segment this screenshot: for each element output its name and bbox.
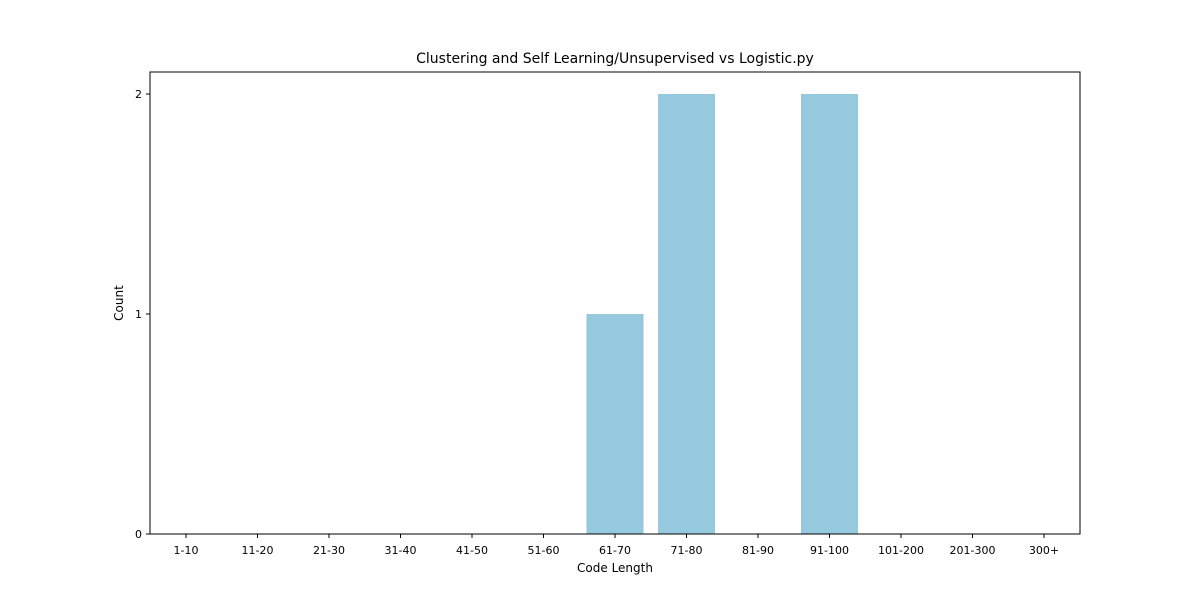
x-tick-label: 101-200 (878, 544, 924, 557)
x-tick-label: 41-50 (456, 544, 488, 557)
x-tick-label: 61-70 (599, 544, 631, 557)
y-axis-label: Count (112, 285, 126, 321)
x-tick-label: 71-80 (671, 544, 703, 557)
bar-91-100 (801, 94, 858, 534)
chart-title: Clustering and Self Learning/Unsupervise… (416, 51, 814, 67)
x-tick-label: 21-30 (313, 544, 345, 557)
x-tick-label: 51-60 (528, 544, 560, 557)
x-tick-label: 91-100 (810, 544, 849, 557)
bar-61-70 (586, 314, 644, 534)
y-tick-label: 0 (135, 528, 142, 541)
x-axis: 1-10 11-20 21-30 31-40 41-50 51-60 61-70 71-80 8… (174, 534, 1059, 557)
x-tick-label: 81-90 (742, 544, 774, 557)
y-tick-label: 1 (135, 308, 142, 321)
bar-71-80 (658, 94, 715, 534)
y-axis: 0 1 2 (135, 88, 150, 541)
x-tick-label: 11-20 (242, 544, 274, 557)
x-tick-label: 300+ (1029, 544, 1059, 557)
x-tick-label: 201-300 (950, 544, 996, 557)
y-tick-label: 2 (135, 88, 142, 101)
bars-layer (586, 94, 858, 534)
x-axis-label: Code Length (577, 561, 653, 575)
x-tick-label: 31-40 (385, 544, 417, 557)
x-tick-label: 1-10 (174, 544, 199, 557)
